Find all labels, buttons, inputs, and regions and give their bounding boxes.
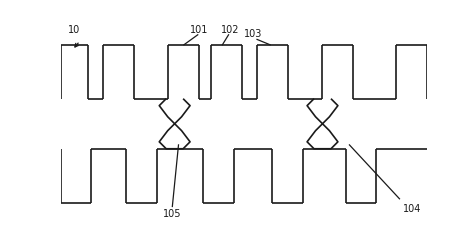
Text: 104: 104 bbox=[403, 204, 422, 214]
Text: 102: 102 bbox=[221, 25, 239, 35]
Text: 101: 101 bbox=[190, 25, 208, 35]
Text: 10: 10 bbox=[69, 25, 80, 35]
Text: 103: 103 bbox=[244, 29, 262, 39]
Text: 105: 105 bbox=[163, 209, 181, 219]
